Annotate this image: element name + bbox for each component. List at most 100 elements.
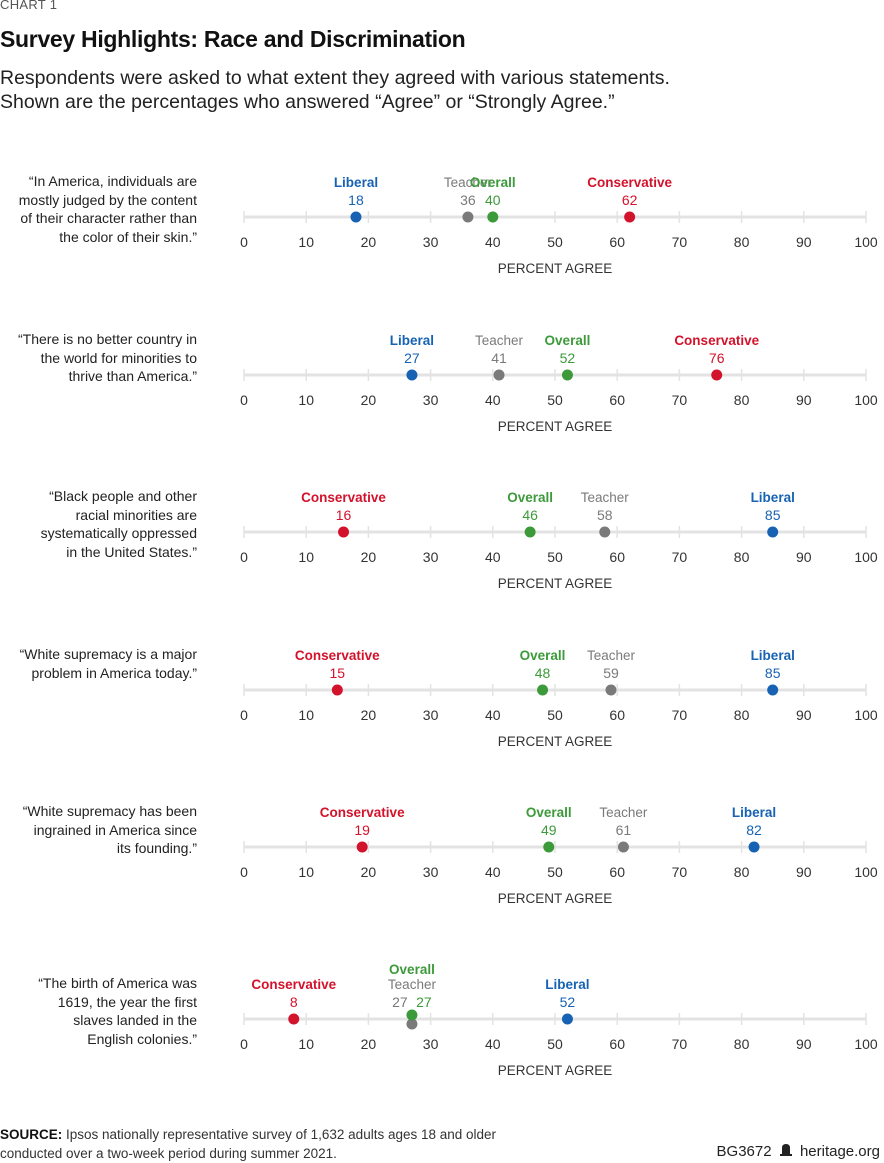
tick-label: 60 [609,864,625,880]
point-teacher [493,369,505,381]
tick-label: 40 [485,234,501,250]
series-label-overall: Overall [389,962,435,977]
value-label-overall: 40 [485,192,501,208]
tick-label: 10 [298,864,314,880]
statement-line: “There is no better country in [18,331,197,347]
tick-label: 50 [547,549,563,565]
tick-label: 60 [609,1036,625,1052]
tick-label: 40 [485,1036,501,1052]
x-axis-label: PERCENT AGREE [498,261,613,276]
statement-line: of their character rather than [20,210,197,226]
value-label-overall: 48 [535,665,551,681]
point-teacher [617,841,629,853]
statement-line: its founding.” [116,840,197,856]
point-liberal [767,684,779,696]
tick-label: 10 [298,549,314,565]
series-label-conservative: Conservative [587,175,672,190]
statement-line: systematically oppressed [40,525,197,541]
tick-label: 100 [854,707,878,723]
tick-label: 10 [298,392,314,408]
series-label-conservative: Conservative [251,977,336,992]
tick-label: 80 [734,707,750,723]
value-label-overall: 46 [522,507,538,523]
statement-line: the color of their skin.” [59,228,197,245]
point-conservative [356,841,368,853]
tick-label: 60 [609,549,625,565]
x-axis-label: PERCENT AGREE [498,1063,613,1078]
series-label-liberal: Liberal [732,805,776,820]
tick-label: 80 [734,549,750,565]
x-axis-label: PERCENT AGREE [498,891,613,906]
value-label-liberal: 82 [746,822,762,838]
statement-line: “In America, individuals are [28,173,197,189]
tick-label: 70 [672,864,688,880]
value-label-teacher: 36 [460,192,476,208]
tick-label: 20 [361,392,377,408]
value-label-overall: 49 [541,822,557,838]
tick-label: 40 [485,549,501,565]
tick-label: 60 [609,392,625,408]
tick-label: 10 [298,234,314,250]
tick-label: 0 [240,234,248,250]
site-link[interactable]: heritage.org [799,1143,880,1160]
value-label-conservative: 19 [354,822,370,838]
tick-label: 30 [423,234,439,250]
point-liberal [767,526,779,538]
point-liberal [561,1013,573,1025]
statement-line: 1619, the year the first [57,993,197,1010]
statement-text: “White supremacy has been ingrained in Am… [0,802,197,858]
tick-label: 90 [796,707,812,723]
tick-label: 100 [854,549,878,565]
statement-text: “There is no better country in the world … [0,330,197,386]
series-label-liberal: Liberal [751,490,795,505]
statement-line: English colonies.” [87,1030,197,1047]
point-conservative [331,684,343,696]
value-label-liberal: 85 [765,665,781,681]
source-text: Ipsos nationally representative survey o… [0,1127,497,1161]
tick-label: 0 [240,707,248,723]
series-label-conservative: Conservative [301,490,386,505]
value-label-liberal: 85 [765,507,781,523]
tick-label: 30 [423,549,439,565]
panel-5: 0 10 20 30 40 50 60 70 80 90 100 PERCENT AGREE Liber… [240,805,878,906]
series-label-overall: Overall [520,648,566,663]
value-label-conservative: 16 [336,507,352,523]
statement-line: ingrained in America since [33,821,197,838]
tick-label: 20 [361,864,377,880]
series-label-conservative: Conservative [320,805,405,820]
point-liberal [350,211,362,223]
value-label-conservative: 76 [709,350,725,366]
statement-line: in the United States.” [66,543,197,560]
point-teacher [605,684,617,696]
tick-label: 50 [547,234,563,250]
value-label-liberal: 52 [560,994,576,1010]
statement-line: the world for minorities to [40,349,197,366]
point-liberal [748,841,760,853]
series-label-liberal: Liberal [390,333,434,348]
series-label-teacher: Teacher [444,175,493,190]
statement-line: thrive than America.” [68,368,197,384]
statement-line: mostly judged by the content [18,191,197,208]
value-label-liberal: 27 [404,350,420,366]
point-overall [406,1009,418,1021]
tick-label: 0 [240,549,248,565]
tick-label: 90 [796,864,812,880]
series-label-overall: Overall [507,490,553,505]
point-conservative [338,526,350,538]
chart-title: Survey Highlights: Race and Discriminati… [0,26,466,52]
point-liberal [406,369,418,381]
series-label-conservative: Conservative [674,333,759,348]
value-label-conservative: 8 [290,994,298,1010]
series-label-teacher: Teacher [581,490,630,505]
point-overall [561,369,573,381]
x-axis-label: PERCENT AGREE [498,734,613,749]
panel-1: 0 10 20 30 40 50 60 70 80 90 100 PERCENT AGREE Liber… [240,175,878,276]
series-label-teacher: Teacher [587,648,636,663]
value-label-overall: 52 [560,350,576,366]
subtitle-line-2: Shown are the percentages who answered “… [0,91,615,113]
chart-kicker: CHART 1 [0,0,58,12]
tick-label: 20 [361,707,377,723]
point-conservative [288,1013,300,1025]
value-label-conservative: 15 [330,665,346,681]
